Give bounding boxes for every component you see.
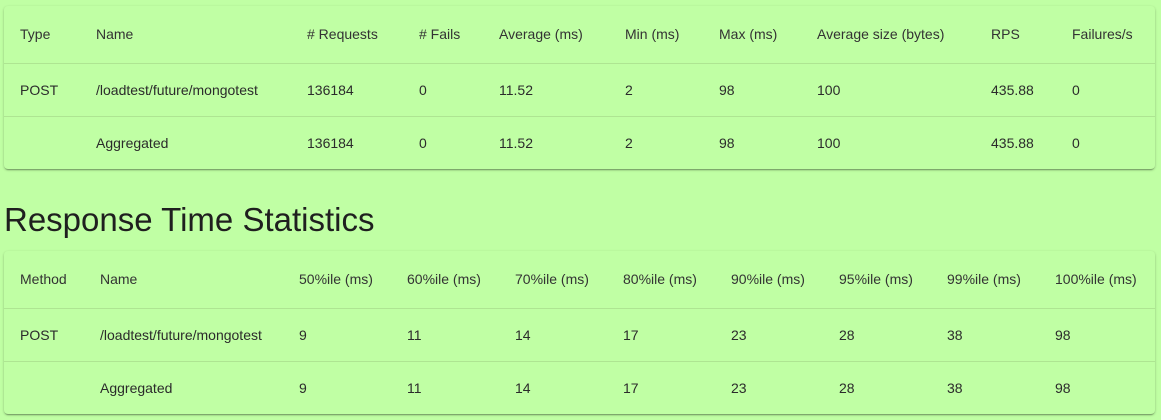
table-header-row: Type Name # Requests # Fails Average (ms… [4,6,1155,63]
cell-p99: 38 [947,326,963,343]
table-row: POST /loadtest/future/mongotest 9 11 14 … [4,308,1155,361]
cell-fails: 0 [419,81,427,98]
cell-p70: 14 [515,379,531,396]
column-header-p100: 100%ile (ms) [1055,271,1137,288]
table-header-row: Method Name 50%ile (ms) 60%ile (ms) 70%i… [4,251,1155,308]
column-header-p60: 60%ile (ms) [407,271,481,288]
column-header-failures-per-second: Failures/s [1072,26,1133,43]
cell-p90: 23 [731,379,747,396]
table-row: Aggregated 9 11 14 17 23 28 38 98 [4,361,1155,414]
cell-p70: 14 [515,326,531,343]
cell-p95: 28 [839,326,855,343]
column-header-name: Name [100,271,138,288]
cell-average-size: 100 [817,134,841,151]
cell-max: 98 [719,134,735,151]
cell-average: 11.52 [499,81,533,98]
cell-p99: 38 [947,379,963,396]
column-header-p99: 99%ile (ms) [947,271,1021,288]
response-time-table: Method Name 50%ile (ms) 60%ile (ms) 70%i… [4,251,1155,414]
section-title-response-time: Response Time Statistics [4,201,375,238]
column-header-requests: # Requests [307,26,378,43]
cell-failures-per-second: 0 [1072,134,1080,151]
cell-p60: 11 [407,379,422,396]
cell-method [4,361,84,414]
table-row: Aggregated 136184 0 11.52 2 98 100 435.8… [4,116,1155,169]
column-header-rps: RPS [991,26,1020,43]
column-header-p90: 90%ile (ms) [731,271,805,288]
cell-average: 11.52 [499,134,533,151]
column-header-max: Max (ms) [719,26,778,43]
column-header-min: Min (ms) [625,26,680,43]
cell-type [4,116,80,169]
column-header-p95: 95%ile (ms) [839,271,913,288]
cell-name: Aggregated [96,134,169,151]
cell-requests: 136184 [307,81,354,98]
cell-min: 2 [625,134,633,151]
column-header-p70: 70%ile (ms) [515,271,589,288]
cell-name: Aggregated [100,379,173,396]
cell-rps: 435.88 [991,81,1034,98]
cell-p50: 9 [299,326,307,343]
response-time-card: Method Name 50%ile (ms) 60%ile (ms) 70%i… [4,251,1155,414]
cell-rps: 435.88 [991,134,1034,151]
table-row: POST /loadtest/future/mongotest 136184 0… [4,63,1155,116]
cell-average-size: 100 [817,81,841,98]
cell-p100: 98 [1055,326,1071,343]
cell-failures-per-second: 0 [1072,81,1080,98]
column-header-p50: 50%ile (ms) [299,271,373,288]
column-header-fails: # Fails [419,26,461,43]
column-header-name: Name [96,26,134,43]
cell-p60: 11 [407,326,422,343]
cell-name: /loadtest/future/mongotest [100,326,262,343]
column-header-p80: 80%ile (ms) [623,271,697,288]
cell-fails: 0 [419,134,427,151]
cell-min: 2 [625,81,633,98]
cell-max: 98 [719,81,735,98]
cell-method: POST [20,326,59,343]
cell-p50: 9 [299,379,307,396]
cell-name: /loadtest/future/mongotest [96,81,258,98]
request-statistics-card: Type Name # Requests # Fails Average (ms… [4,6,1155,169]
column-header-average-size: Average size (bytes) [817,26,945,43]
cell-p100: 98 [1055,379,1071,396]
cell-p90: 23 [731,326,747,343]
cell-p95: 28 [839,379,855,396]
cell-requests: 136184 [307,134,354,151]
cell-p80: 17 [623,326,639,343]
column-header-method: Method [20,271,67,288]
column-header-average: Average (ms) [499,26,583,43]
column-header-type: Type [20,26,51,43]
cell-p80: 17 [623,379,639,396]
cell-type: POST [20,81,59,98]
request-statistics-table: Type Name # Requests # Fails Average (ms… [4,6,1155,169]
